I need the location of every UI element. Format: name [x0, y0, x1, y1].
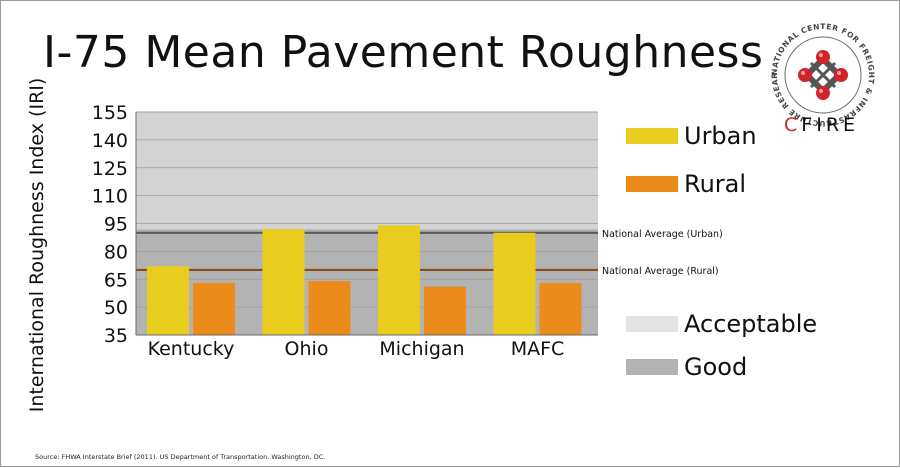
legend-acceptable-swatch: [626, 316, 678, 332]
bar-urban-mafc: [493, 232, 536, 335]
legend-rural-label: Rural: [684, 170, 747, 198]
y-tick-125: 125: [92, 158, 128, 180]
bar-urban-kentucky: [147, 266, 189, 335]
legend-good-swatch: [626, 359, 678, 375]
reference-label-rural: National Average (Rural): [602, 266, 719, 277]
bar-urban-michigan: [378, 225, 420, 335]
legend-urban-swatch: [626, 128, 678, 144]
source-note: Source: FHWA Interstate Brief (2011). US…: [35, 453, 326, 461]
legend-good: Good: [626, 353, 747, 381]
bar-rural-mafc: [539, 282, 582, 335]
y-tick-65: 65: [104, 269, 128, 291]
legend-acceptable-label: Acceptable: [684, 310, 818, 338]
y-tick-80: 80: [104, 241, 128, 263]
reference-label-urban: National Average (Urban): [602, 229, 723, 240]
y-tick-110: 110: [92, 186, 128, 208]
bar-rural-ohio: [308, 281, 351, 335]
y-tick-155: 155: [92, 102, 128, 124]
y-tick-35: 35: [104, 325, 128, 347]
legend-urban-label: Urban: [684, 122, 757, 150]
y-axis-label: International Roughness Index (IRI): [26, 78, 48, 413]
bars: [147, 225, 582, 335]
bar-rural-kentucky: [193, 282, 235, 335]
x-category-michigan: Michigan: [379, 338, 464, 360]
legend-good-label: Good: [684, 353, 748, 381]
y-tick-50: 50: [104, 297, 128, 319]
y-tick-140: 140: [92, 130, 128, 152]
x-category-mafc: MAFC: [511, 338, 565, 360]
legend-rural: Rural: [626, 170, 746, 198]
bar-urban-ohio: [262, 229, 305, 335]
cfire-logo-name: CFIRE: [784, 114, 860, 136]
legend-urban: Urban: [626, 122, 757, 150]
legend-rural-swatch: [626, 176, 678, 192]
bar-rural-michigan: [424, 286, 466, 335]
x-category-ohio: Ohio: [285, 338, 329, 360]
x-category-labels: Kentucky Ohio Michigan MAFC: [148, 338, 565, 360]
chart-title: I-75 Mean Pavement Roughness: [43, 27, 764, 78]
x-category-kentucky: Kentucky: [148, 338, 235, 360]
y-tick-95: 95: [104, 214, 128, 236]
cfire-logo-icon: NATIONAL CENTER FOR FREIGHT & INFRASTRUC…: [767, 19, 875, 128]
axes: [135, 111, 598, 336]
legend-acceptable: Acceptable: [626, 310, 817, 338]
y-tick-labels: 155 140 125 110 95 80 65 50 35: [92, 102, 128, 347]
band-acceptable: [136, 112, 598, 230]
